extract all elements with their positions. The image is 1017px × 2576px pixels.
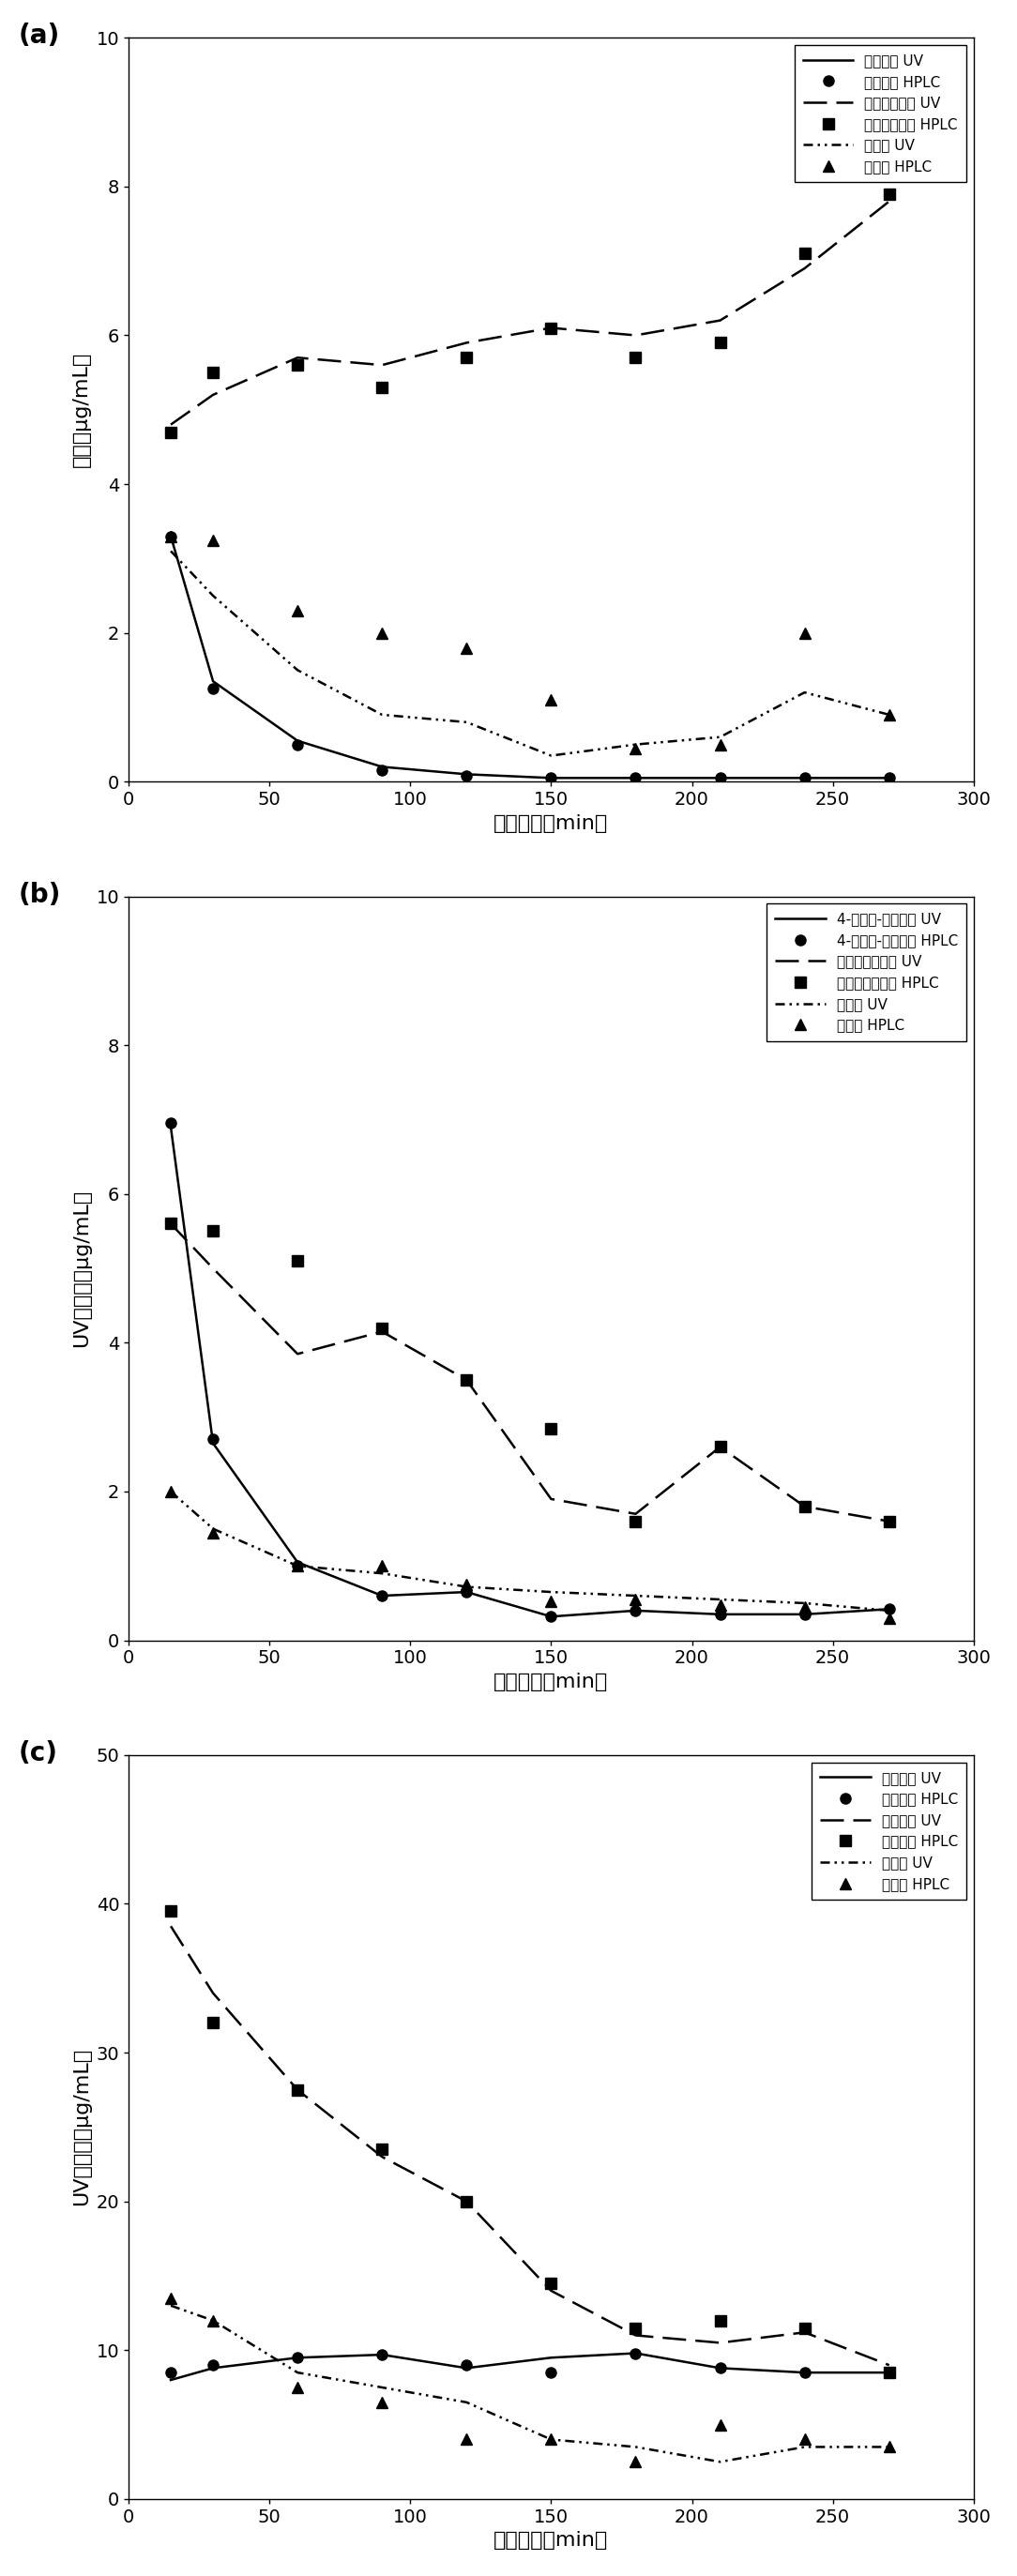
Y-axis label: UV测定值（μg/mL）: UV测定值（μg/mL）: [72, 1190, 92, 1347]
Text: (b): (b): [18, 881, 61, 907]
Legend: 莪术烯醇 UV, 莪术烯醇 HPLC, 莪术二酮 UV, 莪术二酮 HPLC, 莪术酮 UV, 莪术酮 HPLC: 莪术烯醇 UV, 莪术烯醇 HPLC, 莪术二酮 UV, 莪术二酮 HPLC, …: [812, 1762, 966, 1899]
Legend: 4-亚甲基-异佛尔酮 UV, 4-亚甲基-异佛尔酮 HPLC, 莪术呆喂二烯酮 UV, 莪术呆喂二烯酮 HPLC, 莪术醇 UV, 莪术醇 HPLC: 4-亚甲基-异佛尔酮 UV, 4-亚甲基-异佛尔酮 HPLC, 莪术呆喂二烯酮 …: [767, 904, 966, 1041]
X-axis label: 提取时间（min）: 提取时间（min）: [493, 2532, 608, 2550]
Text: (c): (c): [18, 1741, 58, 1767]
Text: (a): (a): [18, 23, 60, 49]
Y-axis label: 含量（μg/mL）: 含量（μg/mL）: [72, 353, 92, 466]
X-axis label: 提取时间（min）: 提取时间（min）: [493, 1672, 608, 1692]
X-axis label: 提取时间（min）: 提取时间（min）: [493, 814, 608, 832]
Y-axis label: UV测定值（μg/mL）: UV测定值（μg/mL）: [72, 2048, 91, 2205]
Legend: 异佛尔酮 UV, 异佛尔酮 HPLC, 莪术双环烯酮 UV, 莪术双环烯酮 HPLC, 吉马酮 UV, 吉马酮 HPLC: 异佛尔酮 UV, 异佛尔酮 HPLC, 莪术双环烯酮 UV, 莪术双环烯酮 HP…: [794, 44, 966, 183]
